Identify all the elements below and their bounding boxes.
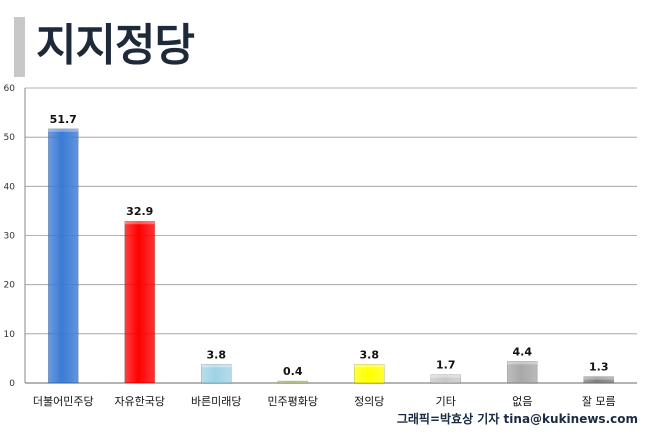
bar-top-highlight xyxy=(124,221,155,225)
bar-top-highlight xyxy=(48,128,79,132)
bar-2 xyxy=(200,364,232,384)
data-label: 32.9 xyxy=(126,205,153,218)
data-label: 3.8 xyxy=(207,348,227,361)
data-label: 1.7 xyxy=(436,359,456,372)
x-tick-label: 기타 xyxy=(436,395,456,408)
bar-5 xyxy=(430,374,462,384)
bar-top-highlight xyxy=(277,381,308,383)
bar-top-highlight xyxy=(201,364,232,368)
y-tick-label: 60 xyxy=(4,84,16,94)
x-tick-label: 민주평화당 xyxy=(267,395,318,408)
x-tick-label: 정의당 xyxy=(354,395,384,408)
data-label: 51.7 xyxy=(50,113,77,126)
bar-top-highlight xyxy=(583,376,614,380)
x-tick-label: 없음 xyxy=(512,395,532,408)
bar-top-highlight xyxy=(354,364,385,368)
bar-6 xyxy=(506,361,538,384)
data-label: 0.4 xyxy=(283,365,303,378)
x-tick-label: 더불어민주당 xyxy=(33,395,94,408)
graphic-credit: 그래픽=박효상 기자 tina@kukinews.com xyxy=(396,412,638,426)
bar-7 xyxy=(583,376,615,384)
bar-4 xyxy=(353,364,385,384)
data-label: 4.4 xyxy=(513,345,533,358)
data-label: 3.8 xyxy=(360,348,380,361)
data-label: 1.3 xyxy=(589,361,609,374)
y-tick-label: 20 xyxy=(4,281,16,291)
y-tick-label: 10 xyxy=(4,330,16,340)
x-tick-label: 자유한국당 xyxy=(114,395,165,408)
y-tick-label: 40 xyxy=(4,182,16,192)
y-tick-label: 0 xyxy=(9,379,15,389)
y-tick-label: 50 xyxy=(4,133,16,143)
bar-3 xyxy=(277,380,309,384)
bar-top-highlight xyxy=(507,361,538,365)
x-tick-label: 잘 모름 xyxy=(582,395,616,408)
bar-top-highlight xyxy=(430,374,461,378)
bar-0 xyxy=(47,128,79,384)
title-accent-bar xyxy=(14,17,25,77)
page-title: 지지정당 xyxy=(36,20,195,71)
x-tick-label: 바른미래당 xyxy=(191,395,242,408)
y-tick-label: 30 xyxy=(4,232,16,242)
bar-1 xyxy=(124,220,156,384)
